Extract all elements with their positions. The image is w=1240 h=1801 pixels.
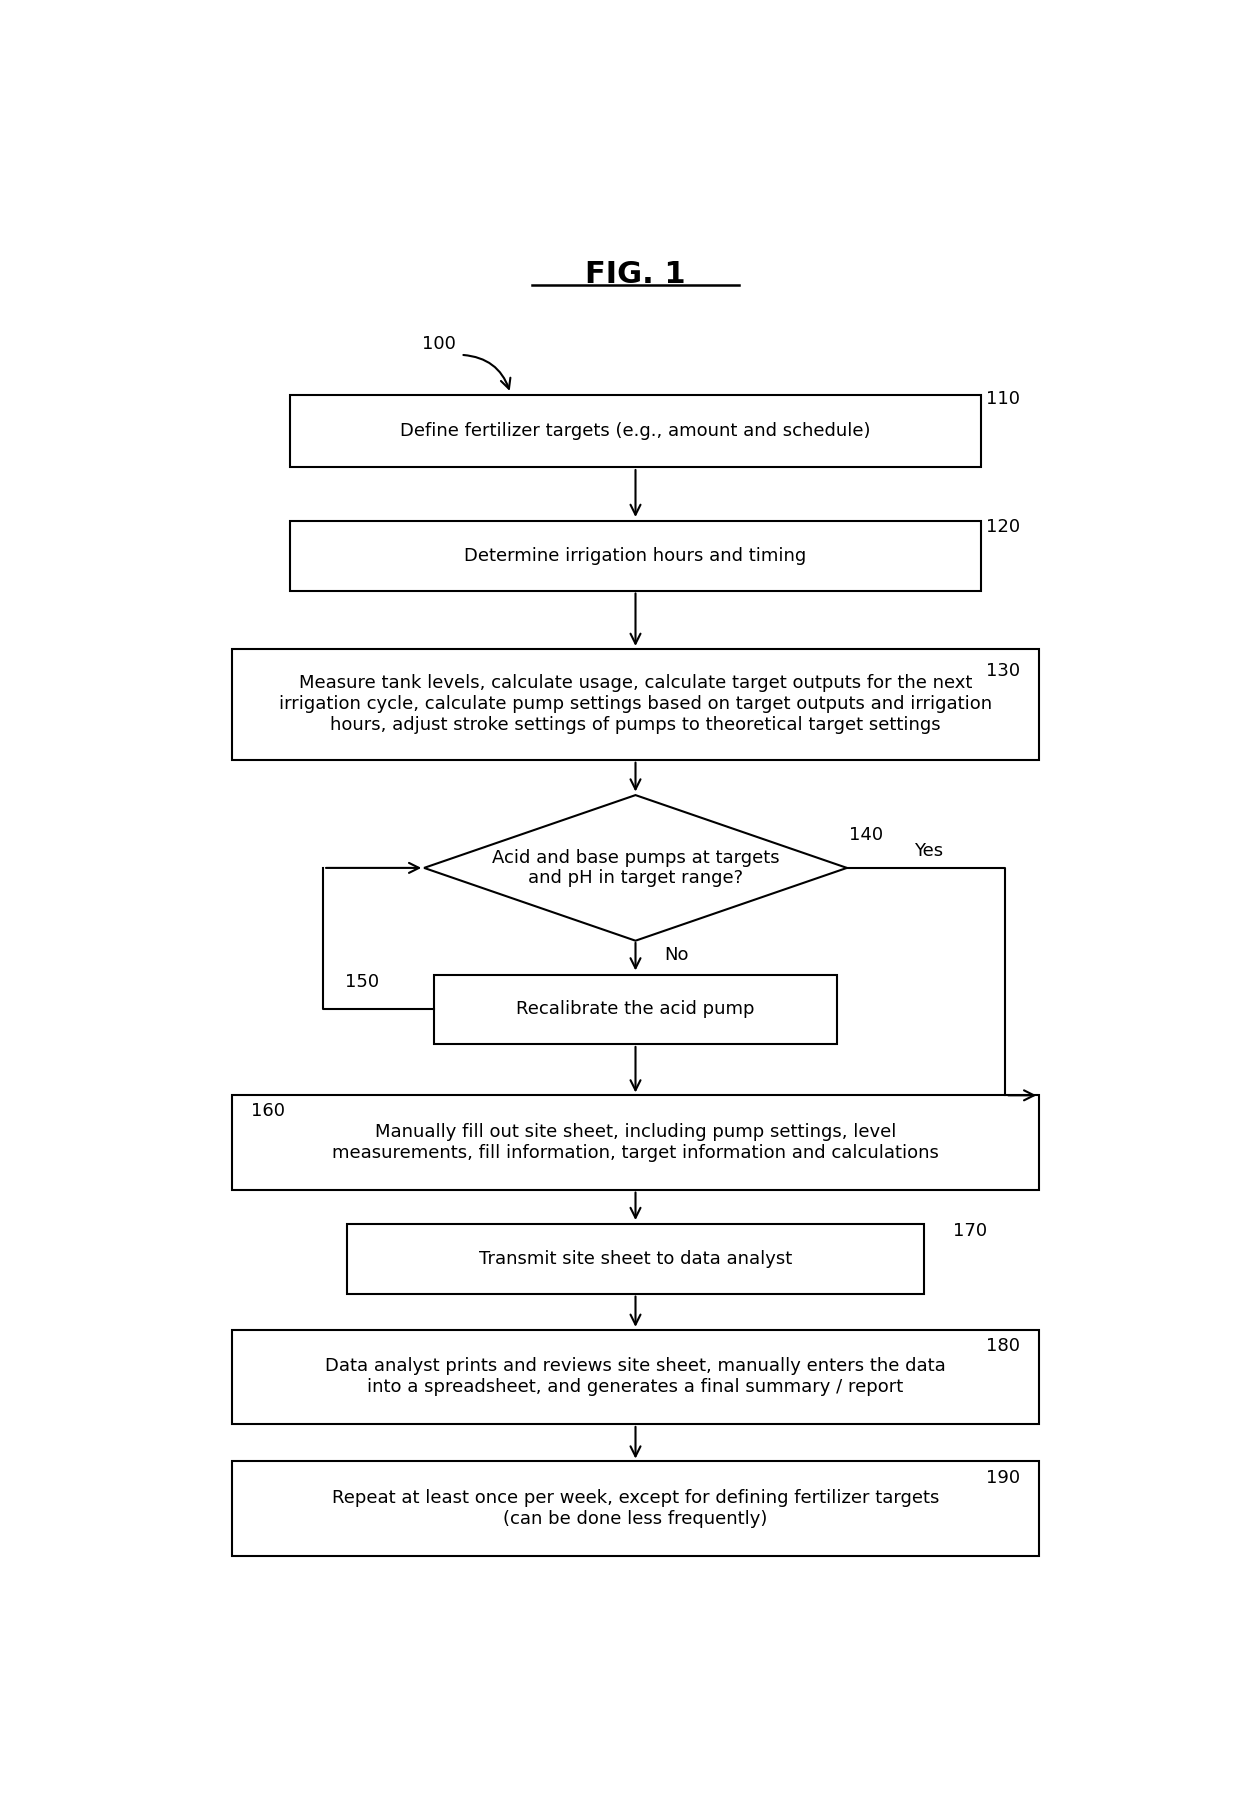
Text: 130: 130 [986,663,1019,681]
Text: 180: 180 [986,1338,1019,1356]
Text: Manually fill out site sheet, including pump settings, level
measurements, fill : Manually fill out site sheet, including … [332,1124,939,1162]
Text: No: No [665,946,689,964]
Text: Repeat at least once per week, except for defining fertilizer targets
(can be do: Repeat at least once per week, except fo… [332,1489,939,1527]
Text: Define fertilizer targets (e.g., amount and schedule): Define fertilizer targets (e.g., amount … [401,421,870,439]
Text: 170: 170 [952,1223,987,1241]
Polygon shape [424,794,847,940]
FancyBboxPatch shape [290,520,982,591]
Text: 150: 150 [345,973,378,991]
FancyBboxPatch shape [232,648,1039,760]
FancyBboxPatch shape [290,394,982,466]
Text: Measure tank levels, calculate usage, calculate target outputs for the next
irri: Measure tank levels, calculate usage, ca… [279,674,992,735]
Text: 140: 140 [849,825,883,843]
Text: Data analyst prints and reviews site sheet, manually enters the data
into a spre: Data analyst prints and reviews site she… [325,1358,946,1396]
Text: 110: 110 [986,391,1019,409]
FancyBboxPatch shape [232,1461,1039,1556]
Text: 190: 190 [986,1470,1019,1488]
Text: 100: 100 [422,335,455,353]
Text: 160: 160 [252,1102,285,1120]
FancyBboxPatch shape [347,1225,924,1293]
Text: FIG. 1: FIG. 1 [585,259,686,288]
Text: Acid and base pumps at targets
and pH in target range?: Acid and base pumps at targets and pH in… [492,848,779,888]
FancyBboxPatch shape [232,1329,1039,1425]
Text: Transmit site sheet to data analyst: Transmit site sheet to data analyst [479,1250,792,1268]
FancyBboxPatch shape [232,1095,1039,1190]
FancyBboxPatch shape [434,974,837,1045]
Text: 120: 120 [986,517,1019,535]
Text: Yes: Yes [914,843,944,861]
Text: Determine irrigation hours and timing: Determine irrigation hours and timing [464,548,807,566]
Text: Recalibrate the acid pump: Recalibrate the acid pump [516,1000,755,1018]
